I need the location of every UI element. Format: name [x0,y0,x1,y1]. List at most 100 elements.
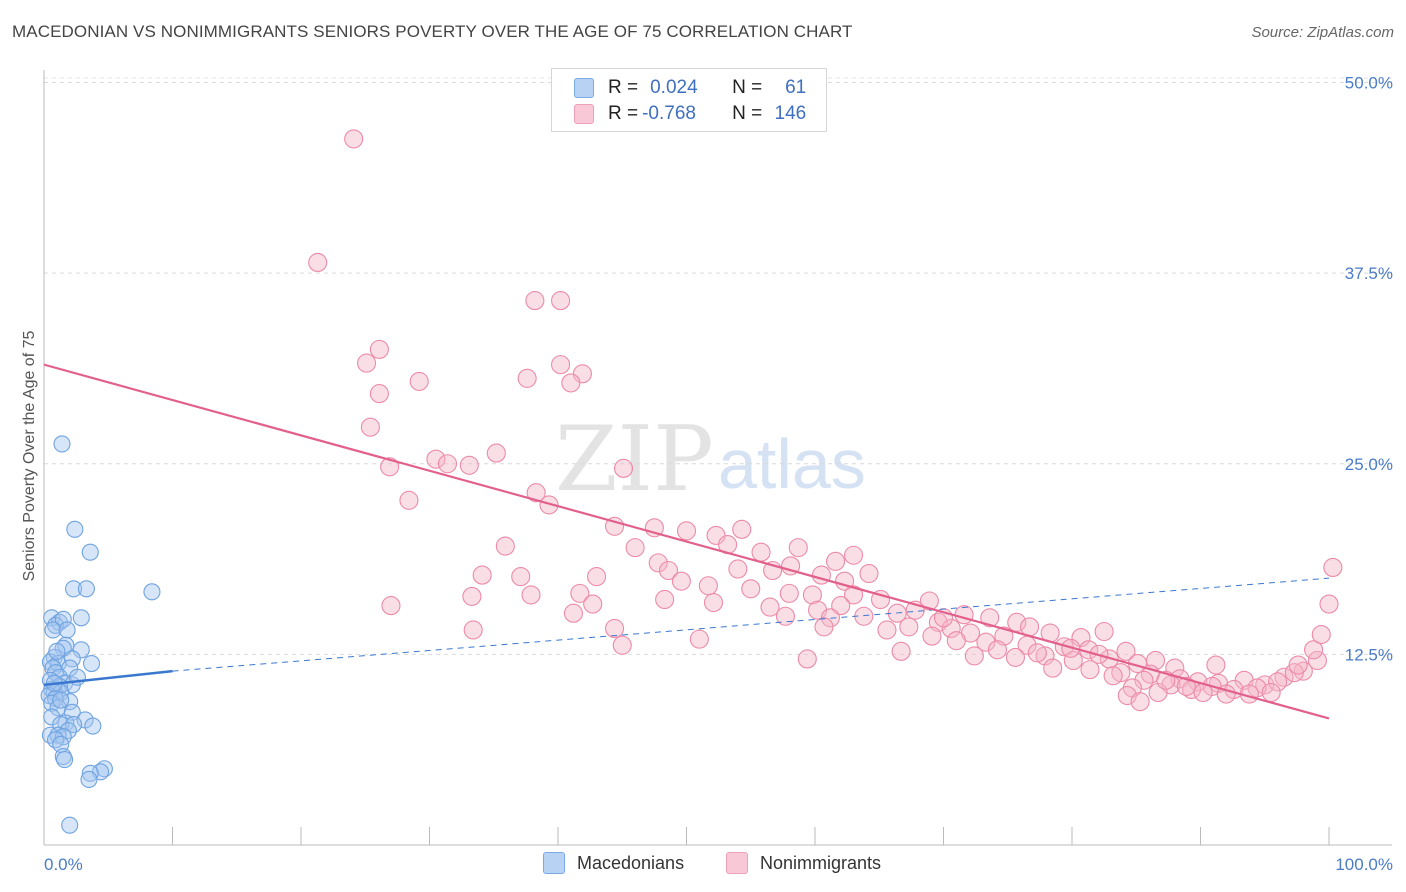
nonimmigrant-point [1304,640,1324,660]
macedonian-point [82,654,101,673]
macedonian-point [81,764,99,782]
nonimmigrant-point [586,567,607,587]
macedonian-point [53,435,71,453]
nonimmigrant-point [612,635,632,655]
macedonian-point [81,543,99,561]
nonimmigrant-point [1054,637,1074,657]
nonimmigrant-point [987,640,1008,660]
nonimmigrant-point [426,449,446,469]
nonimmigrant-point [980,608,1000,628]
macedonian-point [47,731,65,749]
nonimmigrant-point [899,617,919,637]
nonimmigrant-point [604,618,625,639]
legend-r-label: R = [608,77,639,98]
nonimmigrant-point [495,536,515,556]
legend-swatch-nonimmigrants [574,104,594,124]
nonimmigrant-point [551,291,571,311]
nonimmigrant-point [1134,670,1154,690]
macedonian-point [56,751,74,769]
legend-r-value: -0.768 [642,103,696,124]
nonimmigrant-point [472,565,492,585]
legend-label-nonimmigrants: Nonimmigrants [760,852,882,873]
y-tick-label: 37.5% [1345,264,1393,283]
nonimmigrant-point [732,519,752,539]
nonimmigrant-point [870,589,891,610]
nonimmigrant-point [1148,682,1168,703]
nonimmigrant-point [1206,655,1226,675]
nonimmigrant-point [1288,655,1308,675]
legend-swatch-macedonians [543,852,565,874]
macedonian-point [54,610,72,628]
nonimmigrant-point [954,605,974,625]
legend-n-label: N = [732,103,763,124]
macedonian-point [80,770,98,788]
nonimmigrant-point [1111,663,1131,683]
y-axis-label: Seniors Poverty Over the Age of 75 [21,331,38,582]
nonimmigrant-point [517,368,537,388]
legend-n-label: N = [732,77,763,98]
nonimmigrant-point [561,373,581,393]
nonimmigrant-point [459,455,479,475]
nonimmigrant-point [381,596,401,616]
macedonian-point [57,636,75,654]
nonimmigrant-point [613,458,634,478]
legend-r-value: 0.024 [650,77,698,98]
nonimmigrant-point [1005,647,1026,667]
nonimmigrant-point [676,521,697,541]
nonimmigrant-point [843,545,864,565]
nonimmigrant-point [802,585,822,605]
nonimmigrant-point [779,583,799,603]
legend-item-macedonians[interactable]: Macedonians [543,852,684,874]
nonimmigrant-point [922,626,942,646]
nonimmigrant-point [859,563,879,584]
y-tick-labels: 12.5% 25.0% 37.5% 50.0% [1345,74,1393,665]
macedonian-point [77,580,95,598]
legend-swatch-nonimmigrants [726,852,748,874]
nonimmigrant-point [539,495,559,515]
nonimmigrant-point [891,641,911,661]
correlation-legend: R = 0.024 N = 61 R = -0.768 N = 146 [551,68,827,132]
nonimmigrant-point [1130,692,1150,712]
gridlines [44,77,1392,655]
y-tick-label: 50.0% [1345,74,1393,93]
nonimmigrant-point [525,291,545,311]
macedonian-point [65,580,83,598]
nonimmigrant-point [941,618,961,639]
macedonians-trend-line [43,669,173,687]
nonimmigrant-point [1063,650,1083,671]
nonimmigrant-point [751,542,771,562]
nonimmigrant-point [976,632,996,652]
macedonians-points [40,435,161,834]
macedonian-point [72,609,90,627]
nonimmigrant-point [760,597,780,617]
nonimmigrant-point [563,603,583,623]
legend-n-value: 61 [785,77,807,98]
series-legend: Macedonians Nonimmigrants [0,852,1406,878]
nonimmigrant-point [1103,666,1123,686]
nonimmigrant-point [1043,658,1063,678]
trend-lines [43,363,1330,720]
nonimmigrant-point [356,353,377,373]
nonimmigrant-point [703,592,724,613]
legend-item-nonimmigrants[interactable]: Nonimmigrants [726,852,881,874]
legend-n-value: 146 [774,103,807,124]
y-tick-label: 12.5% [1345,645,1393,664]
nonimmigrant-point [655,589,675,610]
x-ticks [43,827,1330,845]
chart-title: MACEDONIAN VS NONIMMIGRANTS SENIORS POVE… [12,22,853,41]
nonimmigrant-point [826,551,846,571]
macedonian-point [63,703,81,721]
nonimmigrant-point [399,490,419,510]
macedonian-point [84,717,102,735]
nonimmigrant-point [1176,676,1196,696]
nonimmigrant-point [1247,678,1267,698]
nonimmigrant-point [728,559,748,579]
watermark: ZIP atlas [555,407,866,512]
nonimmigrant-point [344,129,364,149]
nonimmigrant-point [1116,641,1136,661]
y-tick-label: 25.0% [1345,455,1393,474]
nonimmigrant-point [462,586,482,606]
nonimmigrant-point [1319,594,1339,614]
nonimmigrant-point [1261,682,1281,703]
nonimmigrant-point [964,646,984,666]
